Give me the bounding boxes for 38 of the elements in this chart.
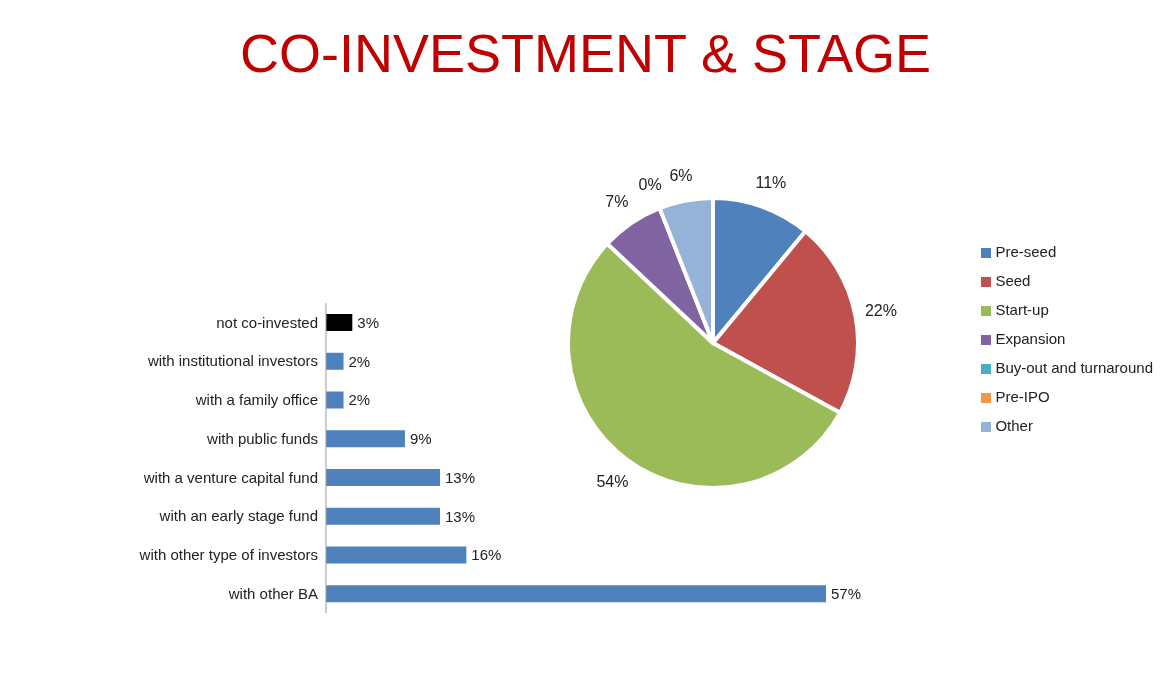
legend-label: Start-up (995, 300, 1049, 318)
data-label: 54% (596, 472, 629, 490)
chart-title: CO-INVESTMENT & STAGE (238, 22, 933, 84)
y-tick-label: with other type of investors (138, 546, 318, 564)
y-tick-label: with an early stage fund (158, 507, 318, 525)
bar (326, 585, 826, 603)
bar (326, 352, 344, 370)
y-tick-label: with other BA (227, 584, 318, 602)
data-label: 13% (445, 507, 476, 525)
data-label: 57% (831, 585, 862, 603)
y-tick-label: with a venture capital fund (142, 468, 318, 486)
data-label: 2% (348, 352, 371, 370)
bar (326, 507, 441, 525)
y-tick-label: not co-invested (216, 313, 318, 331)
data-label: 6% (669, 166, 693, 184)
bar (326, 546, 467, 564)
data-label: 22% (864, 302, 897, 320)
y-tick-label: with public funds (206, 429, 318, 447)
data-label: 7% (605, 193, 629, 211)
legend-label: Seed (995, 271, 1031, 289)
data-label: 2% (348, 391, 371, 409)
bar (326, 314, 353, 331)
text: 0% (638, 175, 662, 193)
bar (326, 469, 441, 486)
bar (326, 391, 344, 409)
legend-label: Pre-seed (995, 242, 1057, 260)
data-label: 11% (755, 173, 787, 191)
legend-label: Buy-out and turnaround (995, 358, 1153, 376)
data-label: 3% (357, 313, 379, 331)
y-tick-label: with institutional investors (146, 352, 318, 370)
data-label: 9% (409, 430, 432, 448)
legend-label: Other (995, 416, 1033, 434)
bar (326, 430, 405, 448)
y-tick-label: with a family office (194, 391, 318, 409)
data-label: 16% (471, 546, 502, 564)
data-label: 13% (445, 468, 476, 486)
legend-label: Expansion (995, 329, 1066, 347)
legend-label: Pre-IPO (995, 387, 1050, 405)
